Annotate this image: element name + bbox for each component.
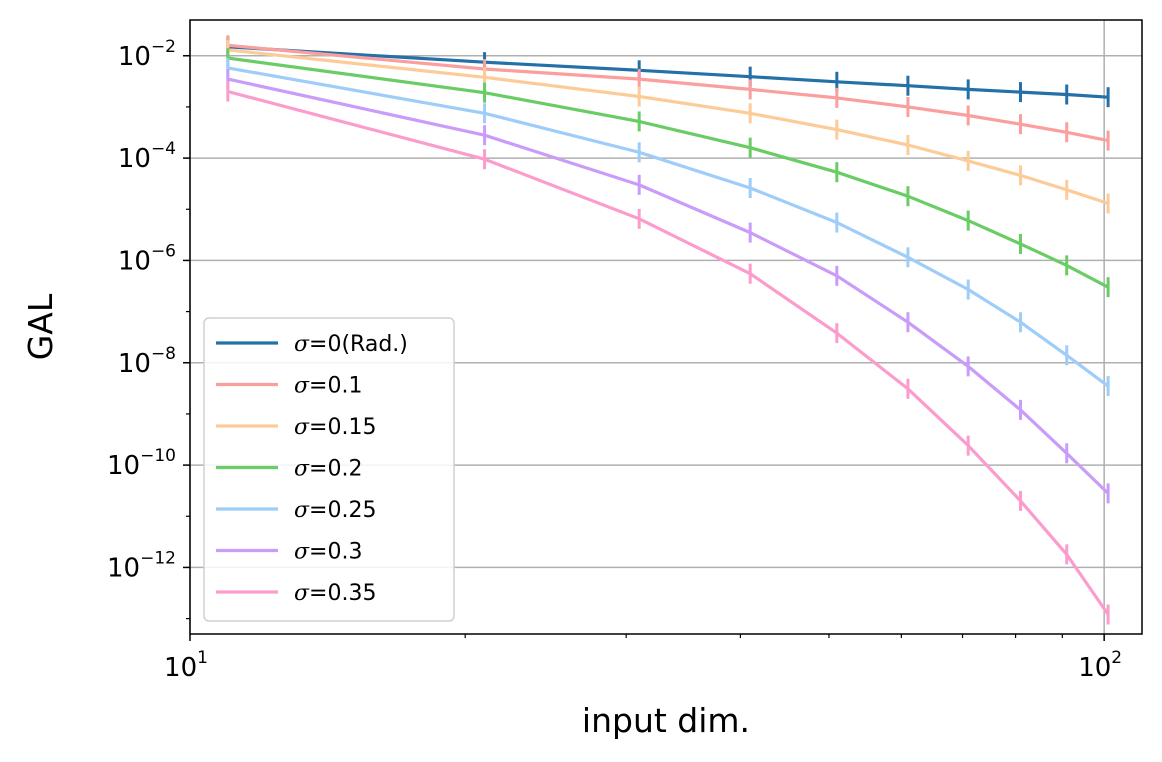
legend-label: σ=0.2 xyxy=(294,457,362,482)
y-axis: 10−2 10−4 10−6 10−8 10−10 10−12 xyxy=(107,37,190,620)
legend-item: σ=0.15 xyxy=(216,415,376,440)
series xyxy=(226,57,1110,397)
y-tick-label: 10−4 xyxy=(118,139,176,174)
plot-frame xyxy=(189,19,1143,635)
series-line xyxy=(227,48,1109,205)
x-tick-label: 101 xyxy=(164,648,208,683)
series xyxy=(226,81,1110,625)
y-tick-label: 10−12 xyxy=(107,548,176,583)
legend-item: σ=0.2 xyxy=(216,457,362,482)
legend-label: σ=0.3 xyxy=(294,540,362,565)
series-line xyxy=(227,56,1109,289)
y-tick-label: 10−8 xyxy=(118,344,176,379)
series-line xyxy=(227,89,1110,616)
series xyxy=(226,69,1110,504)
x-axis-label: input dim. xyxy=(582,701,750,740)
series-line xyxy=(227,77,1110,495)
legend-label: σ=0(Rad.) xyxy=(294,332,408,357)
y-axis-label: GAL xyxy=(21,293,60,360)
series-line xyxy=(227,43,1109,143)
legend-label: σ=0.15 xyxy=(294,415,376,440)
legend-item: σ=0.35 xyxy=(216,581,376,606)
legend: σ=0(Rad.) σ=0.1 σ=0.15 σ=0.2 σ=0.25 σ=0.3 σ=0.… xyxy=(203,317,455,622)
series-line xyxy=(227,66,1110,388)
y-tick-label: 10−10 xyxy=(107,446,176,481)
legend-item: σ=0.25 xyxy=(216,498,376,523)
legend-label: σ=0.25 xyxy=(294,498,376,523)
legend-item: σ=0.1 xyxy=(216,374,362,399)
legend-box xyxy=(203,317,455,622)
legend-label: σ=0.35 xyxy=(294,581,376,606)
legend-label: σ=0.1 xyxy=(294,374,362,399)
legend-item: σ=0.3 xyxy=(216,540,362,565)
series-group xyxy=(226,35,1110,625)
x-tick-label: 102 xyxy=(1078,648,1122,683)
y-tick-label: 10−6 xyxy=(118,241,176,276)
legend-item: σ=0(Rad.) xyxy=(216,332,408,357)
series xyxy=(226,39,1110,214)
series-line xyxy=(227,45,1109,99)
y-tick-label: 10−2 xyxy=(118,37,176,72)
x-axis: 101 102 xyxy=(164,634,1122,683)
